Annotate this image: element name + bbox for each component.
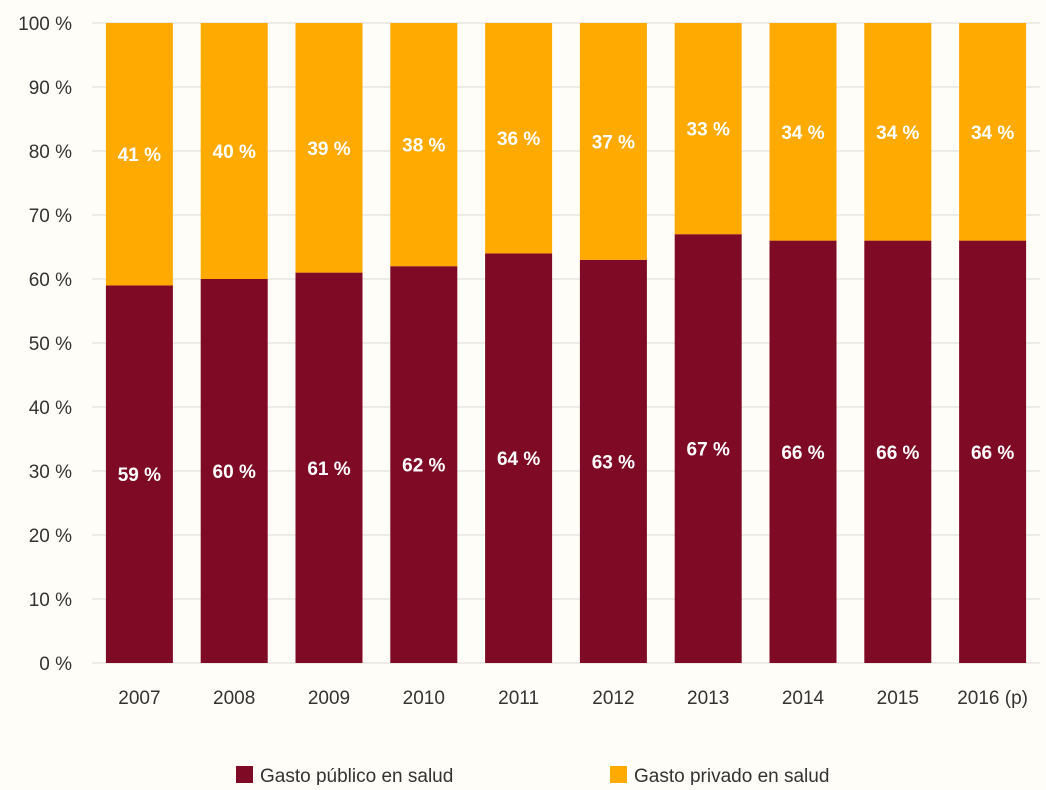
data-labels: 59 % 41 % 60 % 40 % 61 % 39 % 62 % 38 % 64 % 36 %… (118, 120, 1015, 487)
y-tick-label: 10 % (29, 590, 72, 611)
bar-segment-public (295, 272, 363, 663)
data-label: 67 % (687, 440, 730, 461)
data-label: 37 % (592, 132, 635, 153)
bar-segment-private (959, 23, 1027, 241)
bar-segment-private (200, 23, 268, 279)
bar-segment-public (579, 259, 647, 663)
y-tick-label: 60 % (29, 270, 72, 291)
x-tick-label: 2013 (687, 688, 729, 709)
bar-segment-private (674, 23, 742, 235)
x-tick-label: 2007 (118, 688, 160, 709)
data-label: 36 % (497, 129, 540, 150)
bar-segment-private (485, 23, 553, 254)
data-label: 66 % (876, 443, 919, 464)
bar-segment-private (864, 23, 932, 241)
bar-segment-private (105, 23, 173, 286)
y-tick-label: 40 % (29, 398, 72, 419)
data-label: 64 % (497, 449, 540, 470)
x-tick-label: 2015 (877, 688, 919, 709)
bars (105, 23, 1027, 663)
y-tick-label: 90 % (29, 78, 72, 99)
y-tick-label: 50 % (29, 334, 72, 355)
legend-label: Gasto público en salud (260, 766, 453, 785)
bar-segment-public (959, 240, 1027, 663)
legend-label: Gasto privado en salud (634, 766, 829, 785)
bar-segment-public (390, 266, 458, 663)
x-tick-label: 2012 (592, 688, 634, 709)
x-tick-label: 2011 (498, 688, 539, 709)
y-tick-label: 100 % (18, 14, 72, 35)
x-tick-label: 2016 (p) (957, 688, 1028, 709)
data-label: 40 % (213, 142, 256, 163)
legend-swatch (610, 766, 627, 783)
bar-segment-private (579, 23, 647, 260)
data-label: 39 % (307, 139, 350, 160)
data-label: 41 % (118, 145, 161, 166)
bar-segment-private (390, 23, 458, 267)
y-tick-label: 80 % (29, 142, 72, 163)
data-label: 62 % (402, 456, 445, 477)
legend: Gasto público en salud Gasto privado en s… (236, 766, 829, 787)
y-tick-label: 70 % (29, 206, 72, 227)
bar-segment-public (485, 253, 553, 663)
y-tick-label: 20 % (29, 526, 72, 547)
x-tick-label: 2014 (782, 688, 825, 709)
y-tick-label: 0 % (39, 654, 72, 675)
data-label: 34 % (971, 123, 1014, 144)
data-label: 33 % (687, 120, 730, 141)
data-label: 59 % (118, 465, 161, 486)
bar-segment-public (769, 240, 837, 663)
bar-segment-public (105, 285, 173, 663)
y-axis-ticks: 0 % 10 % 20 % 30 % 40 % 50 % 60 % 70 % 80 % 90 % 1… (18, 14, 72, 675)
data-label: 61 % (307, 459, 350, 480)
x-axis-ticks: 2007 2008 2009 2010 2011 2012 2013 2014 2015 2016… (118, 688, 1028, 709)
data-label: 63 % (592, 452, 635, 473)
data-label: 38 % (402, 136, 445, 157)
data-label: 34 % (876, 123, 919, 144)
data-label: 66 % (781, 443, 824, 464)
legend-swatch (236, 766, 253, 783)
bar-segment-public (674, 234, 742, 663)
data-label: 34 % (781, 123, 824, 144)
y-tick-label: 30 % (29, 462, 72, 483)
x-tick-label: 2008 (213, 688, 255, 709)
data-label: 60 % (213, 462, 256, 483)
data-label: 66 % (971, 443, 1014, 464)
bar-segment-private (769, 23, 837, 241)
bar-segment-private (295, 23, 363, 273)
x-tick-label: 2009 (308, 688, 350, 709)
bar-segment-public (200, 279, 268, 663)
x-tick-label: 2010 (403, 688, 445, 709)
bar-segment-public (864, 240, 932, 663)
